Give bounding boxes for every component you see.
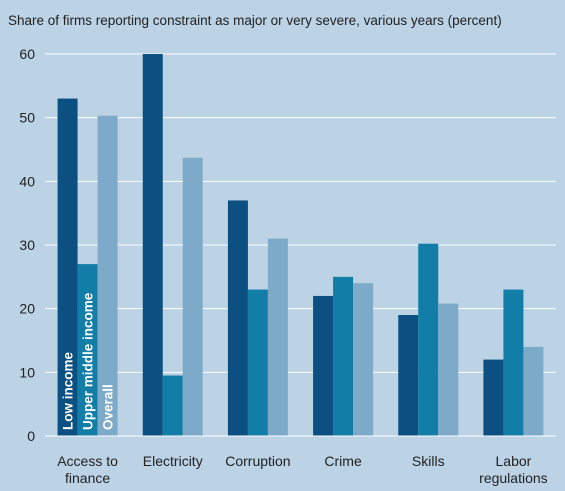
bar bbox=[77, 264, 98, 436]
y-tick-label: 0 bbox=[27, 428, 35, 444]
legend-label: Low income bbox=[61, 352, 76, 430]
x-tick-label: Labor regulations bbox=[479, 453, 548, 486]
bar bbox=[438, 303, 459, 436]
bar bbox=[398, 315, 419, 436]
x-tick-label: Electricity bbox=[143, 453, 203, 469]
bar bbox=[333, 276, 354, 436]
bar bbox=[142, 54, 163, 436]
bar bbox=[227, 200, 248, 436]
x-tick-label: Skills bbox=[412, 453, 445, 469]
bar bbox=[97, 115, 118, 437]
bar bbox=[418, 243, 439, 436]
y-tick-label: 20 bbox=[19, 301, 35, 317]
bar bbox=[162, 375, 183, 436]
x-tick-label: Crime bbox=[324, 453, 362, 469]
y-tick-label: 50 bbox=[19, 110, 35, 126]
legend-label: Overall bbox=[101, 384, 116, 430]
bar bbox=[523, 346, 544, 436]
bar bbox=[353, 283, 374, 436]
x-tick-label: Corruption bbox=[225, 453, 290, 469]
bar bbox=[313, 295, 334, 436]
bar bbox=[182, 157, 203, 436]
legend-label: Upper middle income bbox=[81, 292, 96, 430]
bar bbox=[57, 98, 78, 437]
bar bbox=[247, 289, 268, 436]
bar bbox=[483, 359, 504, 436]
bar bbox=[503, 289, 524, 436]
x-tick-label: Access to finance bbox=[57, 453, 118, 486]
y-tick-label: 30 bbox=[19, 237, 35, 253]
y-tick-label: 10 bbox=[19, 364, 35, 380]
y-tick-label: 60 bbox=[19, 46, 35, 62]
y-tick-label: 40 bbox=[19, 173, 35, 189]
chart-title: Share of firms reporting constraint as m… bbox=[8, 13, 502, 28]
bar bbox=[267, 238, 288, 436]
